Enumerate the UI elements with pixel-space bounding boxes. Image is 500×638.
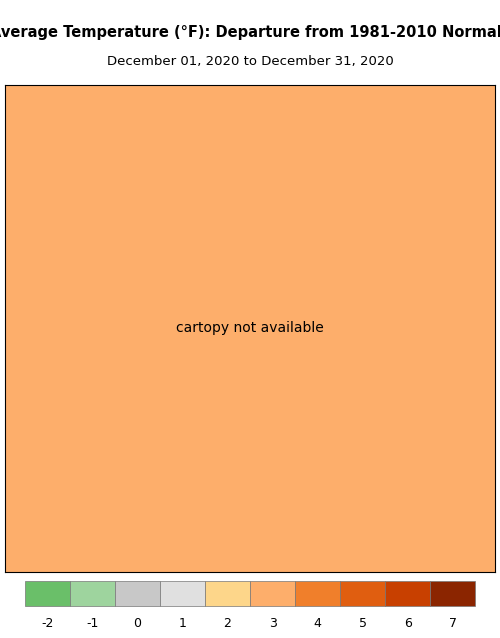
Text: -2: -2	[41, 617, 54, 630]
Bar	[205, 581, 250, 605]
Text: 2: 2	[224, 617, 232, 630]
Text: -1: -1	[86, 617, 99, 630]
Text: 7: 7	[449, 617, 457, 630]
Text: Average Temperature (°F): Departure from 1981-2010 Normals: Average Temperature (°F): Departure from…	[0, 25, 500, 40]
Text: 1: 1	[178, 617, 186, 630]
Text: 0: 0	[134, 617, 141, 630]
Text: 3: 3	[268, 617, 276, 630]
Bar	[115, 581, 160, 605]
Bar	[24, 581, 70, 605]
Bar	[340, 581, 385, 605]
Text: cartopy not available: cartopy not available	[176, 322, 324, 336]
Bar	[385, 581, 430, 605]
Bar	[250, 581, 295, 605]
Bar	[430, 581, 476, 605]
Bar	[160, 581, 205, 605]
Text: 4: 4	[314, 617, 322, 630]
Text: 6: 6	[404, 617, 411, 630]
Bar	[70, 581, 115, 605]
Text: 5: 5	[358, 617, 366, 630]
Text: December 01, 2020 to December 31, 2020: December 01, 2020 to December 31, 2020	[106, 55, 394, 68]
Bar	[295, 581, 340, 605]
